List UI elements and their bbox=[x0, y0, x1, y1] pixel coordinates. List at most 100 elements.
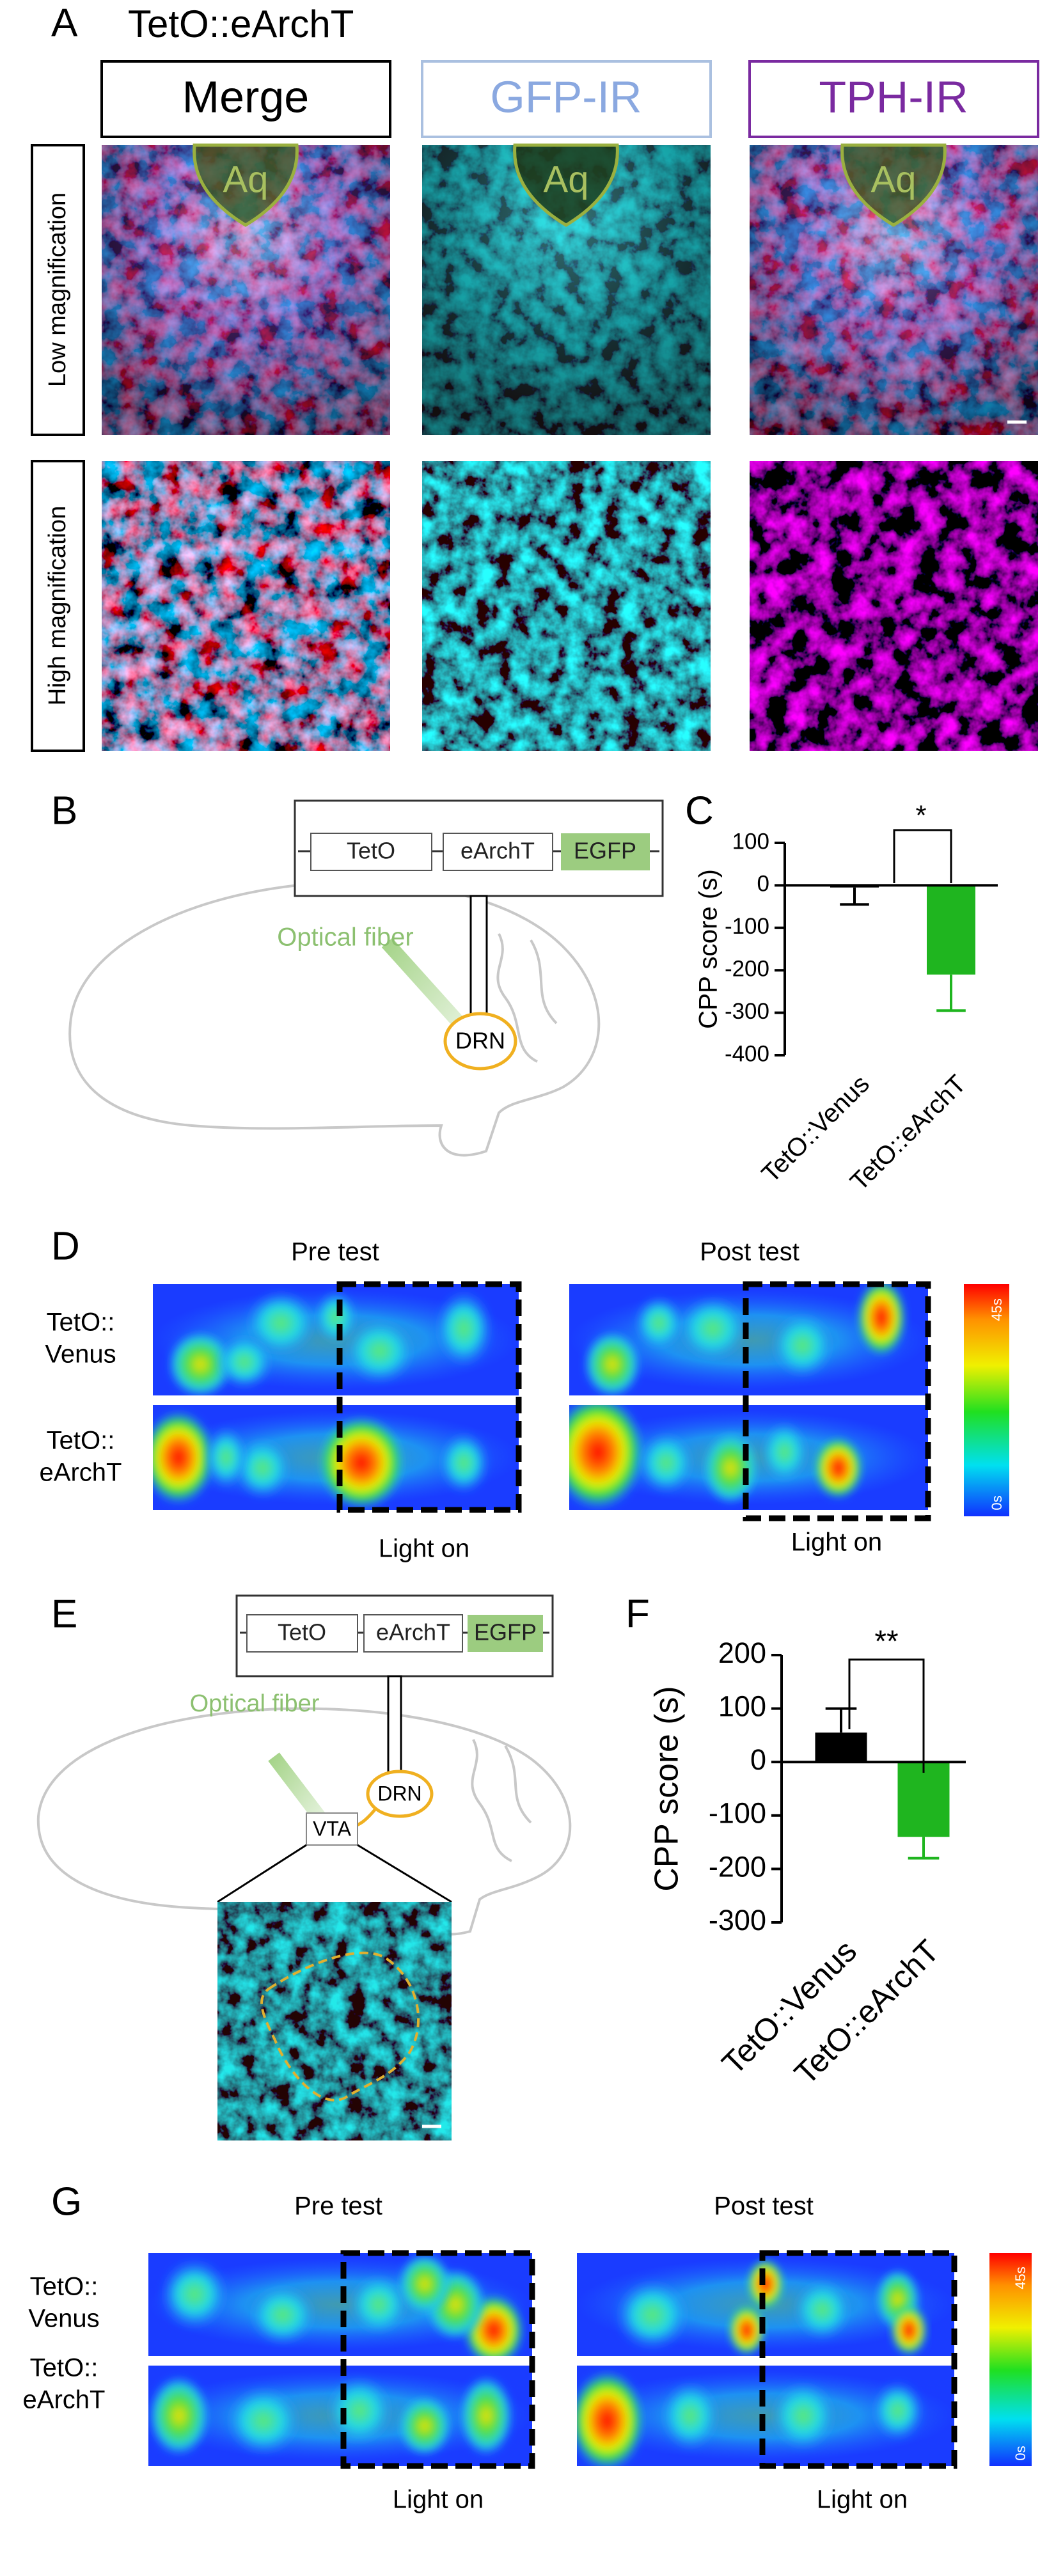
zoom-line bbox=[357, 1844, 452, 1903]
colorbar-label: 45s bbox=[1012, 2266, 1028, 2289]
column-header: GFP-IR bbox=[490, 72, 642, 122]
micrograph bbox=[217, 1902, 452, 2140]
construct-label: EGFP bbox=[474, 1619, 537, 1645]
heatmap-blob bbox=[792, 2279, 853, 2341]
virus-injection bbox=[387, 1675, 402, 1782]
heatmap-blob bbox=[569, 1405, 645, 1510]
x-tick-label: TetO::eArchT bbox=[787, 1933, 946, 2092]
region-outline bbox=[366, 1770, 434, 1818]
significance-label: ** bbox=[874, 1625, 898, 1659]
heatmap-blob bbox=[204, 1425, 248, 1489]
light-label: Light on bbox=[393, 2486, 484, 2514]
heatmap-blob bbox=[769, 2380, 838, 2451]
heatmap-blob bbox=[244, 1289, 318, 1357]
panel-label: B bbox=[51, 789, 77, 833]
significance-bracket bbox=[893, 829, 952, 883]
heatmap-blob bbox=[702, 1431, 760, 1505]
heatmap-blob bbox=[728, 2304, 766, 2356]
heatmap-blob bbox=[325, 2375, 394, 2446]
light-zone bbox=[759, 2250, 957, 2469]
heatmap bbox=[148, 2253, 532, 2356]
y-tick-label: -200 bbox=[725, 956, 769, 981]
light-label: Light on bbox=[379, 1535, 469, 1563]
panel-label: E bbox=[51, 1592, 77, 1636]
colorbar bbox=[964, 1284, 1009, 1516]
column-header: TPH-IR bbox=[819, 72, 968, 122]
fiber-label: Optical fiber bbox=[190, 1690, 320, 1717]
colorbar-label: 45s bbox=[989, 1298, 1005, 1321]
bar bbox=[815, 1732, 867, 1763]
heatmap-blob bbox=[343, 1317, 416, 1385]
heatmap-blob bbox=[317, 1415, 406, 1510]
heatmap-blob bbox=[746, 2258, 785, 2310]
column-header-box bbox=[100, 60, 391, 138]
row-label: eArchT bbox=[40, 1459, 122, 1487]
construct-element bbox=[561, 833, 650, 870]
row-label: High magnification bbox=[44, 506, 71, 706]
y-tick-label: -100 bbox=[709, 1797, 766, 1830]
light-label: Light on bbox=[791, 1528, 882, 1557]
heatmap bbox=[577, 2253, 954, 2356]
y-tick-label: 0 bbox=[750, 1743, 766, 1776]
aqueduct-outline bbox=[513, 143, 619, 227]
y-axis-label: CPP score (s) bbox=[648, 1686, 685, 1891]
construct-element bbox=[246, 1614, 358, 1653]
column-header: Merge bbox=[182, 72, 309, 122]
region-label: Aq bbox=[871, 159, 917, 200]
heatmap-blob bbox=[225, 2385, 302, 2456]
column-header: Pre test bbox=[294, 2192, 382, 2220]
heatmap bbox=[569, 1405, 928, 1510]
heatmap-blob bbox=[160, 2258, 229, 2330]
panel-label: D bbox=[51, 1224, 80, 1268]
construct-label: EGFP bbox=[574, 838, 636, 864]
region-label: VTA bbox=[313, 1817, 352, 1840]
column-header-box bbox=[748, 60, 1039, 138]
row-label: Low magnification bbox=[44, 192, 71, 387]
heatmap-blob bbox=[313, 1289, 358, 1346]
y-tick-label: -100 bbox=[725, 914, 769, 939]
region-label: Aq bbox=[223, 159, 269, 200]
region-label: DRN bbox=[455, 1028, 505, 1054]
panel-label: F bbox=[626, 1592, 650, 1636]
bar bbox=[897, 1762, 950, 1837]
heatmap-blob bbox=[577, 2370, 645, 2466]
virus-injection bbox=[469, 895, 488, 1019]
colorbar-label: 0s bbox=[1012, 2446, 1028, 2460]
row-label-box bbox=[31, 144, 85, 436]
significance-label: * bbox=[915, 800, 926, 831]
heatmap-blob bbox=[233, 1436, 292, 1500]
panel-label: G bbox=[51, 2179, 82, 2224]
row-label-box bbox=[31, 460, 85, 752]
construct-label: TetO bbox=[347, 838, 395, 864]
micrograph bbox=[422, 461, 711, 751]
heatmap-blob bbox=[770, 1312, 835, 1379]
y-tick-label: 100 bbox=[718, 1690, 766, 1722]
brain-outline bbox=[36, 1707, 572, 1936]
y-tick-label: -300 bbox=[709, 1904, 766, 1936]
optical-fiber bbox=[268, 1752, 328, 1825]
heatmap-blob bbox=[434, 1289, 493, 1368]
y-tick-label: -300 bbox=[725, 999, 769, 1024]
heatmap bbox=[148, 2366, 532, 2466]
construct-element bbox=[363, 1614, 463, 1653]
heatmap-blob bbox=[148, 2375, 210, 2456]
zoom-line bbox=[217, 1844, 307, 1903]
heatmap-blob bbox=[677, 1295, 749, 1362]
region-label: DRN bbox=[377, 1782, 421, 1805]
significance-bracket bbox=[848, 1658, 925, 1773]
row-label: eArchT bbox=[23, 2386, 106, 2414]
y-tick-label: -400 bbox=[725, 1041, 769, 1066]
row-label: TetO:: bbox=[30, 2354, 98, 2382]
y-tick-label: 100 bbox=[732, 829, 769, 854]
construct-label: eArchT bbox=[376, 1619, 450, 1645]
heatmap-blob bbox=[856, 1284, 907, 1357]
optical-fiber bbox=[381, 938, 473, 1037]
light-zone bbox=[340, 2250, 535, 2469]
heatmap bbox=[153, 1284, 519, 1395]
row-label: Venus bbox=[28, 2305, 99, 2333]
light-label: Light on bbox=[817, 2486, 908, 2514]
heatmap-blob bbox=[583, 1331, 642, 1395]
heatmap-blob bbox=[871, 2380, 924, 2441]
y-tick-label: -200 bbox=[709, 1850, 766, 1883]
